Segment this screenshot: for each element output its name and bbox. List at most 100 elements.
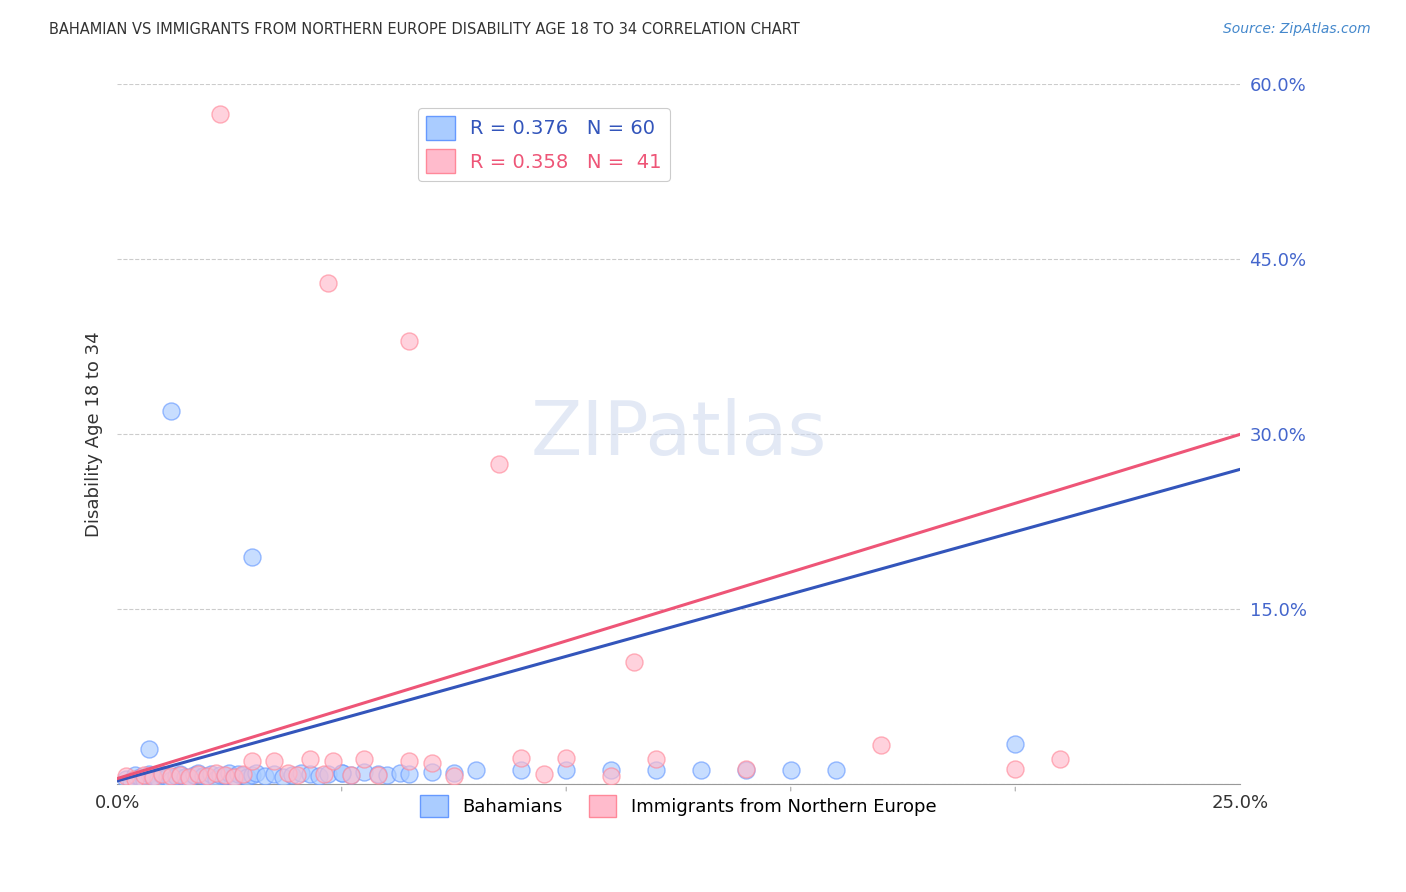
Text: ZIPatlas: ZIPatlas [530,398,827,471]
Point [165,769,187,783]
Point [779,764,801,778]
Point [263,754,285,768]
Point [160,404,183,418]
Point [375,768,398,782]
Point [510,764,533,778]
Point [555,764,578,778]
Point [169,768,191,782]
Point [146,772,169,786]
Point [120,773,142,788]
Point [254,769,277,783]
Point [222,771,245,785]
Point [299,752,322,766]
Point [191,769,214,783]
Point [734,762,756,776]
Point [1004,762,1026,776]
Point [645,764,668,778]
Point [367,767,389,781]
Y-axis label: Disability Age 18 to 34: Disability Age 18 to 34 [86,332,103,537]
Point [285,768,308,782]
Point [173,771,195,785]
Point [160,772,183,787]
Point [690,764,713,778]
Point [273,771,295,785]
Point [124,772,146,786]
Point [443,765,465,780]
Point [600,764,623,778]
Point [214,768,236,782]
Point [312,767,335,781]
Point [339,768,361,782]
Point [510,750,533,764]
Point [465,764,488,778]
Point [824,764,846,778]
Point [236,771,259,785]
Point [142,769,165,783]
Point [183,768,205,782]
Point [128,771,150,785]
Point [316,767,339,781]
Point [339,768,361,782]
Point [138,742,160,756]
Point [277,765,299,780]
Point [195,769,218,783]
Point [353,752,375,766]
Point [205,772,228,786]
Point [488,457,510,471]
Point [187,765,209,780]
Text: Source: ZipAtlas.com: Source: ZipAtlas.com [1223,22,1371,37]
Point [134,768,156,782]
Point [1049,752,1071,766]
Point [299,767,322,781]
Point [232,768,254,782]
Text: BAHAMIAN VS IMMIGRANTS FROM NORTHERN EUROPE DISABILITY AGE 18 TO 34 CORRELATION : BAHAMIAN VS IMMIGRANTS FROM NORTHERN EUR… [49,22,800,37]
Point [281,768,304,782]
Point [1004,737,1026,751]
Point [160,769,183,783]
Point [443,769,465,783]
Point [155,771,177,785]
Point [150,767,173,781]
Point [169,767,191,781]
Point [734,764,756,778]
Point [308,769,330,783]
Point [177,771,200,785]
Point [138,767,160,781]
Point [218,765,240,780]
Point [555,750,578,764]
Point [228,767,250,781]
Point [290,765,312,780]
Point [420,756,443,771]
Point [115,769,138,783]
Point [240,754,263,768]
Point [240,549,263,564]
Point [245,765,267,780]
Point [209,768,232,782]
Point [222,771,245,785]
Point [115,772,138,786]
Point [214,769,236,783]
Point [322,754,344,768]
Point [869,738,891,752]
Point [420,764,443,779]
Point [367,768,389,782]
Point [353,764,375,779]
Point [398,334,420,348]
Point [316,276,339,290]
Point [263,767,285,781]
Point [232,767,254,781]
Point [195,771,218,785]
Point [645,752,668,766]
Point [600,769,623,783]
Point [177,772,200,786]
Point [240,768,263,782]
Point [209,106,232,120]
Point [398,754,420,768]
Legend: Bahamians, Immigrants from Northern Europe: Bahamians, Immigrants from Northern Euro… [413,788,943,824]
Point [200,767,222,781]
Point [623,655,645,669]
Point [398,767,420,781]
Point [330,765,353,780]
Point [142,771,165,785]
Point [124,768,146,782]
